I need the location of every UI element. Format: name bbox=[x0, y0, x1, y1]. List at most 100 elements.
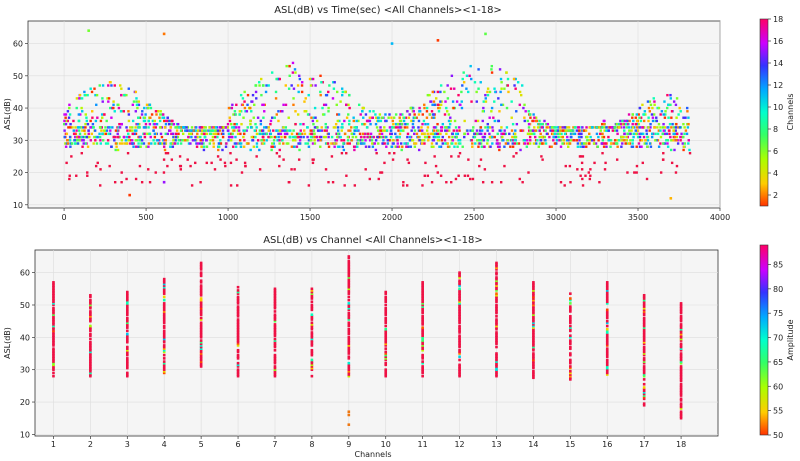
bottom-point bbox=[89, 306, 92, 310]
bottom-point bbox=[384, 303, 388, 307]
top-point bbox=[63, 135, 66, 139]
top-point bbox=[82, 126, 85, 129]
top-point bbox=[367, 119, 371, 123]
top-point bbox=[229, 161, 233, 165]
bottom-x-tick-label: 14 bbox=[528, 440, 538, 449]
bottom-colorbar bbox=[759, 244, 769, 436]
top-point bbox=[300, 84, 304, 87]
top-point bbox=[445, 106, 448, 110]
top-point bbox=[683, 142, 687, 145]
bottom-point bbox=[679, 366, 683, 370]
top-point bbox=[505, 126, 509, 129]
top-point bbox=[108, 164, 111, 168]
top-point bbox=[336, 119, 340, 123]
top-point bbox=[296, 113, 300, 116]
top-point bbox=[563, 126, 567, 129]
top-point bbox=[136, 106, 139, 110]
top-point bbox=[125, 93, 128, 97]
bottom-point bbox=[347, 318, 351, 321]
top-point bbox=[357, 119, 360, 123]
top-point bbox=[450, 74, 454, 78]
bottom-point bbox=[347, 331, 351, 334]
top-point bbox=[85, 119, 89, 123]
top-point bbox=[208, 142, 212, 145]
top-point bbox=[310, 139, 313, 142]
top-point bbox=[537, 145, 540, 148]
bottom-point bbox=[679, 387, 683, 391]
bottom-point bbox=[273, 366, 277, 370]
top-point bbox=[377, 142, 380, 145]
bottom-point bbox=[642, 394, 646, 397]
bottom-point bbox=[495, 371, 498, 375]
bottom-point bbox=[52, 358, 55, 362]
top-point bbox=[496, 132, 499, 136]
bottom-x-tick-label: 5 bbox=[199, 440, 204, 449]
top-point bbox=[584, 129, 588, 132]
top-point bbox=[75, 139, 79, 142]
top-point bbox=[312, 158, 315, 161]
bottom-point bbox=[273, 300, 277, 304]
bottom-point bbox=[89, 363, 92, 367]
top-point bbox=[346, 139, 350, 142]
top-point bbox=[411, 139, 415, 142]
top-point bbox=[275, 113, 278, 116]
top-point bbox=[255, 97, 258, 100]
top-point bbox=[635, 126, 639, 129]
top-point bbox=[200, 145, 203, 148]
top-point bbox=[93, 135, 96, 139]
top-point bbox=[529, 116, 532, 119]
bottom-point bbox=[458, 279, 461, 283]
top-point bbox=[205, 132, 209, 136]
top-point bbox=[98, 84, 101, 87]
top-point bbox=[345, 151, 348, 155]
top-point bbox=[514, 87, 517, 90]
bottom-point bbox=[89, 305, 92, 308]
top-point bbox=[179, 168, 183, 171]
top-point bbox=[513, 142, 516, 145]
bottom-point bbox=[532, 326, 535, 329]
top-point bbox=[437, 110, 441, 113]
top-point bbox=[486, 90, 489, 94]
top-point bbox=[78, 139, 81, 142]
top-point bbox=[664, 113, 667, 116]
top-point bbox=[309, 84, 313, 87]
top-point bbox=[311, 119, 315, 123]
top-point bbox=[646, 135, 649, 139]
bottom-point bbox=[199, 297, 203, 300]
bottom-point bbox=[495, 284, 498, 287]
bottom-point bbox=[642, 302, 646, 305]
top-point bbox=[194, 129, 198, 132]
top-point bbox=[425, 106, 429, 110]
top-point bbox=[119, 84, 122, 87]
top-point bbox=[666, 142, 669, 145]
bottom-point bbox=[236, 323, 240, 326]
top-point bbox=[131, 119, 135, 123]
top-point bbox=[558, 132, 561, 136]
top-point bbox=[327, 145, 331, 148]
bottom-point bbox=[532, 342, 535, 346]
bottom-point bbox=[347, 255, 351, 258]
bottom-point bbox=[495, 287, 498, 291]
bottom-point bbox=[52, 340, 55, 344]
top-point bbox=[202, 148, 206, 152]
top-point bbox=[415, 132, 419, 136]
top-point bbox=[681, 142, 684, 145]
top-point bbox=[66, 110, 70, 113]
bottom-point bbox=[162, 340, 166, 344]
top-point bbox=[511, 122, 515, 126]
top-point bbox=[619, 119, 622, 123]
top-point bbox=[95, 93, 99, 97]
top-point bbox=[426, 122, 430, 126]
top-point bbox=[553, 132, 557, 136]
bottom-point bbox=[532, 370, 535, 373]
top-point bbox=[588, 139, 591, 142]
bottom-point bbox=[236, 321, 240, 325]
bottom-point bbox=[605, 287, 609, 291]
top-point bbox=[410, 129, 413, 132]
top-point bbox=[544, 142, 548, 145]
bottom-point bbox=[569, 339, 572, 342]
top-point bbox=[236, 129, 240, 132]
top-point bbox=[245, 129, 248, 132]
